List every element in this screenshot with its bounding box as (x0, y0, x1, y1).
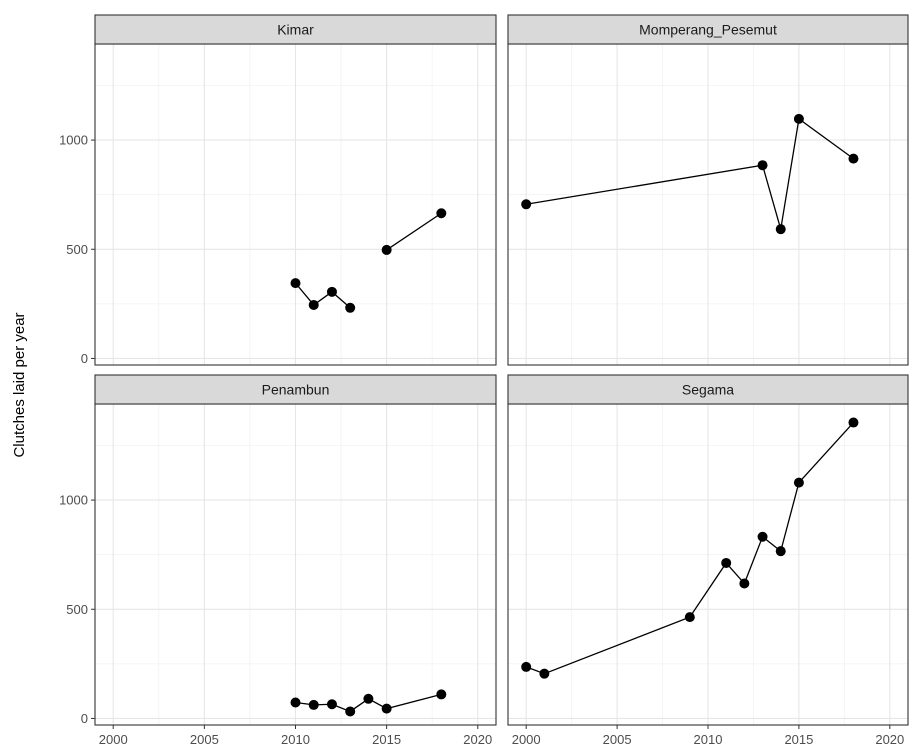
series-line (295, 282, 351, 309)
data-point (848, 417, 859, 428)
facet-strip (94, 14, 497, 45)
y-tick-label: 0 (81, 711, 88, 726)
y-tick-label: 500 (66, 242, 88, 257)
y-axis-title: Clutches laid per year (11, 312, 28, 457)
data-point (521, 661, 532, 672)
data-point (793, 113, 804, 124)
data-point (521, 199, 532, 210)
data-point (775, 546, 786, 557)
y-tick-label: 500 (66, 602, 88, 617)
x-tick-label: 2015 (372, 732, 401, 747)
data-point (381, 703, 392, 714)
facet-strip (94, 374, 497, 405)
data-point (757, 531, 768, 542)
x-tick-label: 2005 (603, 732, 632, 747)
data-point (848, 153, 859, 164)
x-tick-label: 2015 (784, 732, 813, 747)
x-tick-label: 2020 (463, 732, 492, 747)
data-point (326, 286, 337, 297)
data-point (436, 208, 447, 219)
facet-strip-label: Segama (682, 382, 734, 398)
data-point (326, 699, 337, 710)
series-line (386, 212, 442, 251)
data-point (290, 278, 301, 289)
facet-strip-label: Kimar (277, 22, 314, 38)
x-tick-label: 2000 (99, 732, 128, 747)
data-point (721, 557, 732, 568)
y-tick-label: 0 (81, 351, 88, 366)
data-point (757, 160, 768, 171)
data-point (381, 244, 392, 255)
data-point (363, 693, 374, 704)
data-point (345, 302, 356, 313)
data-point (684, 612, 695, 623)
facet-strip (507, 374, 909, 405)
x-tick-label: 2000 (512, 732, 541, 747)
data-point (290, 697, 301, 708)
facet-strip-label: Momperang_Pesemut (639, 22, 777, 38)
data-point (345, 706, 356, 717)
data-point (539, 668, 550, 679)
y-tick-label: 1000 (59, 493, 88, 508)
x-tick-label: 2010 (694, 732, 723, 747)
facet-strip (507, 14, 909, 45)
x-tick-label: 2010 (281, 732, 310, 747)
data-point (436, 689, 447, 700)
y-tick-label: 1000 (59, 133, 88, 148)
x-tick-label: 2020 (875, 732, 904, 747)
facet-strip-label: Penambun (262, 382, 330, 398)
data-point (775, 224, 786, 235)
series-line (526, 117, 854, 230)
data-point (308, 699, 319, 710)
data-point (793, 477, 804, 488)
x-tick-label: 2005 (190, 732, 219, 747)
data-point (739, 578, 750, 589)
data-point (308, 299, 319, 310)
series-line (525, 422, 854, 675)
